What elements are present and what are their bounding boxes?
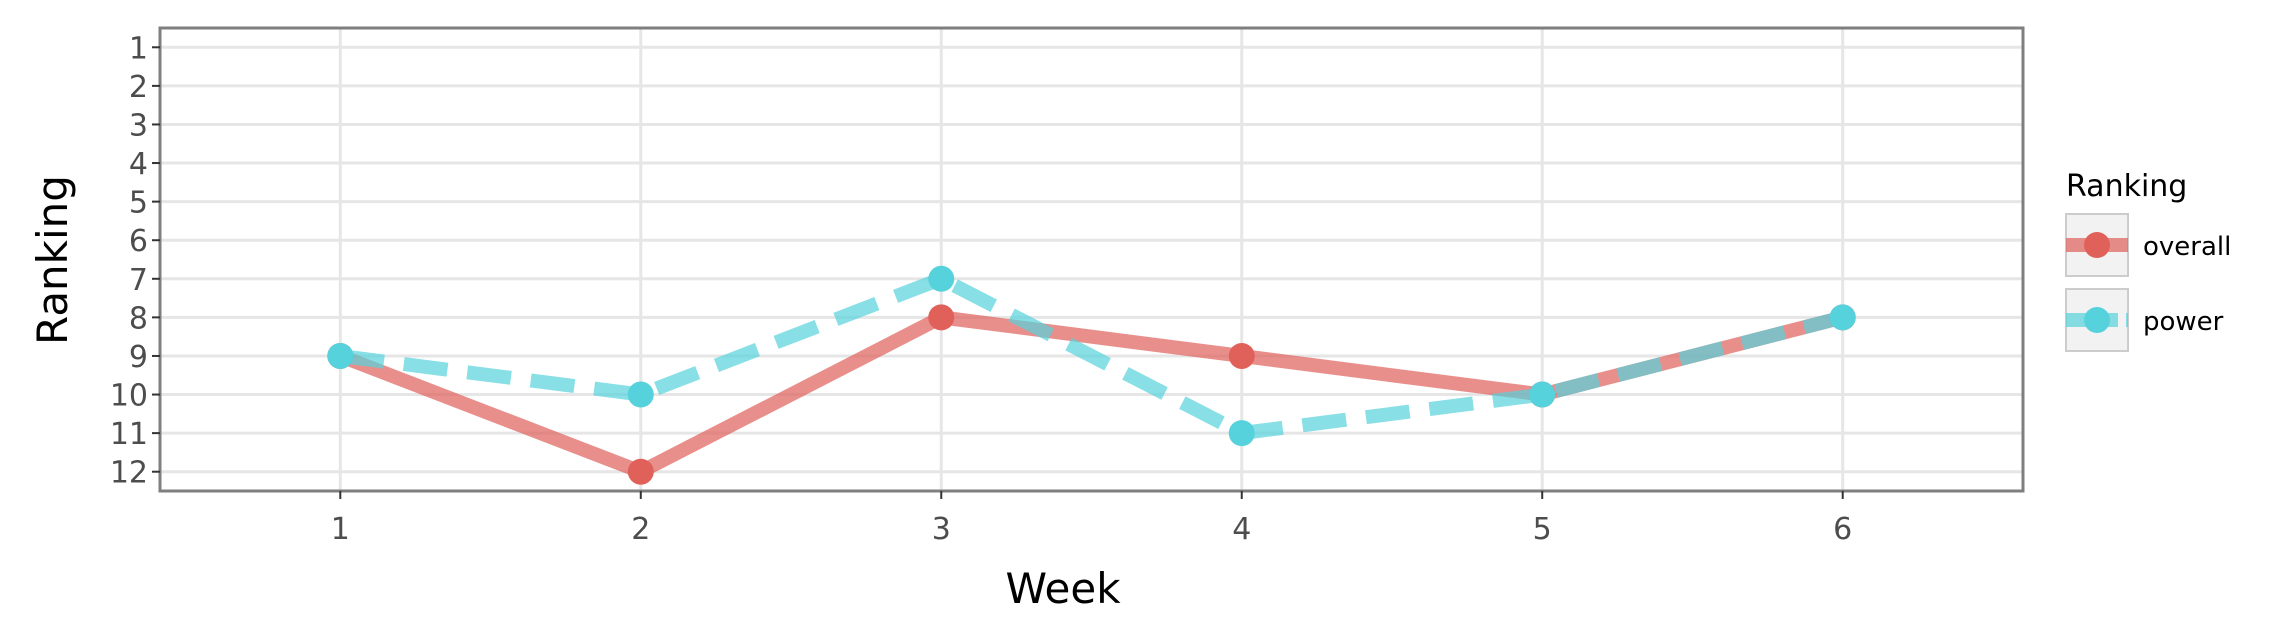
- x-axis-title: Week: [1005, 564, 1121, 613]
- legend-item-power: power: [2065, 288, 2224, 352]
- series-line-power: [339, 271, 1845, 441]
- legend-title: Ranking: [2066, 169, 2187, 204]
- data-point-power: [627, 381, 654, 408]
- data-point-power: [928, 265, 955, 292]
- x-tick-label: 3: [932, 512, 951, 547]
- legend: Ranking overall power: [2065, 169, 2231, 352]
- data-point-power: [327, 342, 354, 369]
- legend-item-overall: overall: [2065, 213, 2231, 277]
- series-power: [327, 265, 1856, 447]
- legend-label: overall: [2143, 232, 2231, 262]
- y-tick-label: 12: [110, 456, 148, 491]
- y-tick-label: 11: [110, 417, 148, 452]
- y-tick-label: 4: [129, 147, 148, 182]
- data-point-overall: [627, 458, 654, 485]
- legend-key-point: [2084, 307, 2110, 333]
- x-gridlines: [338, 28, 1845, 491]
- data-point-power: [1228, 420, 1255, 447]
- y-tick-label: 8: [129, 301, 148, 336]
- y-tick-label: 3: [129, 108, 148, 143]
- x-tick-label: 1: [331, 512, 350, 547]
- x-tick-label: 5: [1533, 512, 1552, 547]
- y-tick-label: 2: [129, 70, 148, 105]
- data-point-power: [1829, 304, 1856, 331]
- y-tick-label: 9: [129, 340, 148, 375]
- x-axis-ticks: 1 2 3 4 5 6: [331, 491, 1852, 547]
- x-tick-label: 6: [1833, 512, 1852, 547]
- plot-panel: [160, 28, 2023, 491]
- x-tick-label: 4: [1232, 512, 1251, 547]
- series-layer: [327, 265, 1856, 485]
- plot-border: [158, 26, 2025, 493]
- y-gridlines: [160, 45, 2023, 474]
- y-tick-label: 1: [129, 31, 148, 66]
- data-point-overall: [928, 304, 955, 331]
- legend-label: power: [2143, 307, 2224, 337]
- legend-key-point: [2084, 232, 2110, 258]
- y-axis-title: Ranking: [28, 175, 77, 345]
- y-tick-label: 5: [129, 186, 148, 221]
- y-tick-label: 7: [129, 263, 148, 298]
- x-tick-label: 2: [631, 512, 650, 547]
- y-tick-label: 6: [129, 224, 148, 259]
- data-point-overall: [1228, 342, 1255, 369]
- y-tick-label: 10: [110, 379, 148, 414]
- data-point-power: [1529, 381, 1556, 408]
